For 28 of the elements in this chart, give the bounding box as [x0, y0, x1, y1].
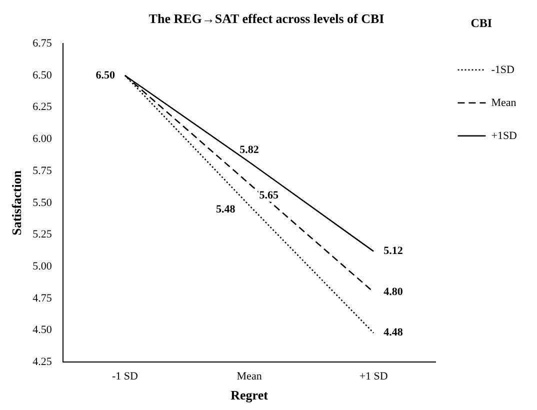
data-label: 4.48 — [384, 326, 404, 339]
y-tick-label: 5.50 — [32, 196, 52, 209]
y-tick-label: 4.50 — [32, 324, 52, 336]
y-tick-label: 6.00 — [32, 133, 52, 146]
data-label: 5.12 — [384, 245, 404, 258]
y-tick-label: 4.25 — [32, 356, 52, 368]
y-tick-label: 5.00 — [32, 260, 52, 273]
y-tick-label: 6.75 — [32, 37, 52, 50]
legend-title: CBI — [470, 16, 492, 30]
legend-label: +1SD — [491, 130, 518, 142]
x-axis-title: Regret — [230, 388, 269, 403]
x-tick-label: +1 SD — [359, 370, 388, 383]
data-label: 5.65 — [259, 190, 280, 202]
legend-label: -1SD — [491, 64, 515, 76]
x-tick-label: -1 SD — [112, 370, 138, 383]
y-tick-label: 5.25 — [32, 228, 52, 241]
data-label: 6.50 — [96, 69, 116, 82]
data-label: 5.48 — [216, 203, 236, 216]
y-tick-label: 6.50 — [32, 69, 52, 82]
y-axis-title: Satisfaction — [9, 170, 24, 236]
y-tick-label: 6.25 — [32, 101, 52, 114]
legend-label: Mean — [491, 96, 517, 109]
y-tick-label: 5.75 — [32, 164, 52, 177]
x-tick-label: Mean — [236, 370, 262, 383]
data-label: 4.80 — [384, 286, 404, 298]
chart-title: The REG→SAT effect across levels of CBI — [148, 11, 384, 26]
data-label: 5.82 — [240, 144, 260, 156]
y-tick-label: 4.75 — [32, 292, 52, 304]
